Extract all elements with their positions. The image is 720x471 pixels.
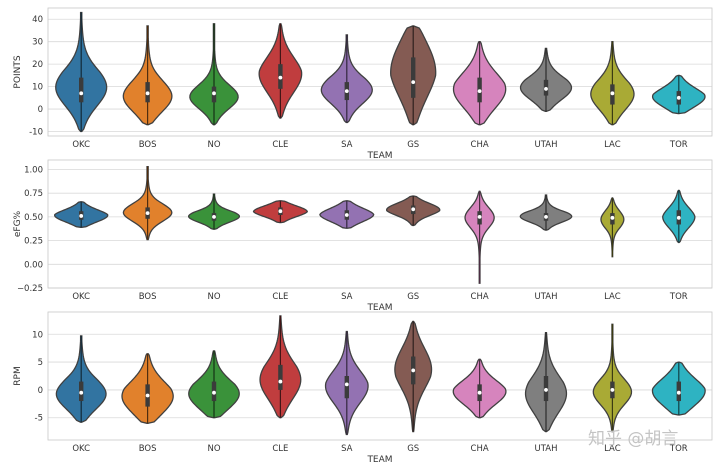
- median-lac: [610, 215, 615, 220]
- x-axis-label: TEAM: [366, 151, 392, 161]
- y-tick-label: 0.50: [24, 213, 43, 223]
- median-lac: [610, 388, 615, 392]
- x-tick-label: GS: [407, 444, 419, 454]
- median-okc: [79, 91, 84, 96]
- y-tick-label: -5: [35, 414, 43, 424]
- x-tick-label: SA: [341, 140, 353, 150]
- x-tick-label: CLE: [272, 292, 288, 302]
- panel-points: -10 0 10 20 30 40 OKC BOS NO CLE SA GS CHA UTAH LAC TOR…: [13, 7, 713, 161]
- x-tick-label: UTAH: [535, 292, 558, 302]
- axes-frame: [47, 159, 713, 289]
- x-tick-label: NO: [207, 292, 220, 302]
- axes-frame: [47, 311, 713, 441]
- y-tick-label: 0.00: [24, 260, 43, 270]
- median-no: [212, 214, 216, 219]
- y-tick-label: 10: [32, 83, 43, 93]
- median-utah: [544, 86, 548, 91]
- x-tick-label: UTAH: [535, 444, 558, 454]
- x-tick-label: TOR: [669, 292, 688, 302]
- x-tick-label: CLE: [272, 444, 288, 454]
- median-sa: [344, 382, 349, 387]
- x-tick-label: LAC: [604, 444, 621, 454]
- box-gs: [411, 57, 416, 98]
- x-tick-label: GS: [407, 292, 419, 302]
- x-tick-label: GS: [407, 140, 419, 150]
- median-cha: [477, 390, 482, 395]
- y-tick-label: 0.25: [24, 237, 43, 247]
- x-tick-label: TOR: [669, 444, 688, 454]
- y-tick-label: 20: [32, 60, 43, 70]
- y-tick-label: 1.00: [24, 165, 43, 175]
- x-tick-label: BOS: [139, 444, 157, 454]
- x-tick-label: CLE: [272, 140, 288, 150]
- y-axis-label: eFG%: [13, 210, 23, 237]
- median-utah: [544, 214, 548, 219]
- x-tick-label: BOS: [139, 292, 157, 302]
- x-tick-label: LAC: [604, 140, 621, 150]
- y-axis-label: RPM: [13, 366, 23, 385]
- x-tick-label: OKC: [72, 140, 90, 150]
- median-okc: [79, 214, 84, 218]
- box-cle: [278, 364, 283, 390]
- x-axis-label: TEAM: [366, 455, 392, 465]
- median-cle: [278, 379, 283, 384]
- x-tick-label: UTAH: [535, 140, 558, 150]
- median-gs: [411, 207, 416, 212]
- median-sa: [344, 213, 349, 217]
- x-tick-label: CHA: [471, 140, 489, 150]
- median-utah: [544, 388, 548, 392]
- median-no: [212, 390, 216, 395]
- y-tick-label: 40: [32, 15, 43, 25]
- y-tick-label: 0: [38, 386, 43, 396]
- x-tick-label: SA: [341, 292, 353, 302]
- y-tick-label: -10: [29, 128, 43, 138]
- median-bos: [145, 91, 150, 96]
- median-no: [212, 91, 216, 96]
- median-cle: [278, 209, 283, 214]
- x-tick-label: TOR: [669, 140, 688, 150]
- x-tick-label: CHA: [471, 292, 489, 302]
- x-tick-label: CHA: [471, 444, 489, 454]
- watermark: 知乎 @胡言: [588, 429, 678, 449]
- median-cle: [278, 75, 283, 80]
- panel-efg-: −0.25 0.00 0.25 0.50 0.75 1.00 OKC BOS NO CLE SA GS…: [13, 159, 713, 313]
- x-tick-label: LAC: [604, 292, 621, 302]
- x-tick-label: OKC: [72, 444, 90, 454]
- median-tor: [676, 215, 681, 220]
- box-sa: [344, 376, 349, 399]
- x-tick-label: NO: [207, 444, 220, 454]
- y-tick-label: 5: [38, 358, 43, 368]
- median-tor: [676, 95, 681, 100]
- median-bos: [145, 393, 150, 398]
- median-lac: [610, 91, 615, 96]
- median-cha: [477, 89, 482, 93]
- median-bos: [145, 211, 150, 215]
- median-okc: [79, 390, 84, 395]
- median-tor: [676, 390, 681, 395]
- y-axis-label: POINTS: [13, 55, 23, 88]
- x-tick-label: SA: [341, 444, 353, 454]
- x-tick-label: BOS: [139, 140, 157, 150]
- x-tick-label: OKC: [72, 292, 90, 302]
- y-tick-label: −0.25: [17, 284, 43, 294]
- y-tick-label: 10: [32, 330, 43, 340]
- x-tick-label: NO: [207, 140, 220, 150]
- median-cha: [477, 214, 482, 219]
- y-tick-label: 30: [32, 38, 43, 48]
- median-gs: [411, 80, 416, 85]
- median-gs: [411, 368, 416, 373]
- axes-frame: [47, 7, 713, 137]
- y-tick-label: 0.75: [24, 189, 43, 199]
- box-okc: [79, 77, 84, 103]
- panel-rpm: -5 0 5 10 OKC BOS NO CLE SA GS CHA UTAH LAC TOR TEAM RP…: [13, 311, 713, 465]
- median-sa: [344, 89, 349, 93]
- y-tick-label: 0: [38, 105, 43, 115]
- x-axis-label: TEAM: [366, 303, 392, 313]
